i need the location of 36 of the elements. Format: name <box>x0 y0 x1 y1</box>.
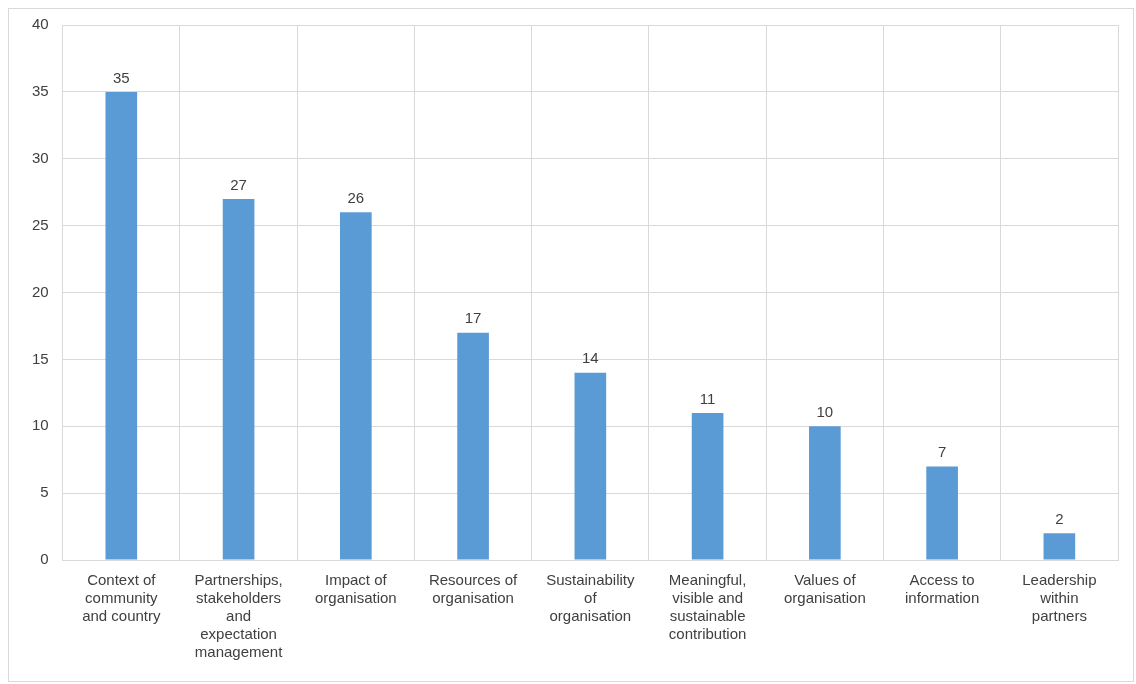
x-tick-label: Resources of organisation <box>428 571 519 607</box>
bar <box>691 412 724 560</box>
data-label: 26 <box>347 188 365 206</box>
data-label: 7 <box>937 443 947 461</box>
x-tick-label: Leadership within partners <box>1022 571 1097 625</box>
y-tick-label: 15 <box>32 349 49 367</box>
y-tick-label: 10 <box>32 416 49 434</box>
bar <box>105 91 138 560</box>
bar <box>457 332 489 560</box>
data-label: 2 <box>1055 509 1064 527</box>
data-label: 17 <box>464 309 482 327</box>
bar <box>340 212 372 560</box>
bar <box>1043 533 1076 560</box>
x-tick-label: Sustainability of organisation <box>546 571 636 625</box>
y-tick-label: 20 <box>32 282 49 300</box>
bar <box>809 426 841 560</box>
data-label: 11 <box>699 389 716 407</box>
y-tick-label: 40 <box>32 15 49 33</box>
x-tick-label: Meaningful, visible and sustainable contribution <box>668 571 747 643</box>
bar <box>574 372 607 560</box>
x-tick-label: Context of community and country <box>82 571 161 625</box>
x-tick-label: Values of organisation <box>783 571 866 607</box>
x-tick-label: Impact of organisation <box>314 571 397 607</box>
data-label: 10 <box>816 402 834 420</box>
y-tick-label: 30 <box>32 148 49 166</box>
y-tick-label: 25 <box>32 215 49 233</box>
y-tick-label: 0 <box>40 550 49 568</box>
y-tick-label: 5 <box>40 483 49 501</box>
data-label: 14 <box>582 349 599 367</box>
data-label: 27 <box>230 175 247 193</box>
x-tick-label: Access to information <box>905 571 980 607</box>
y-tick-label: 35 <box>32 82 49 100</box>
data-label: 35 <box>112 68 130 86</box>
bar <box>926 466 958 560</box>
bar <box>222 198 255 560</box>
x-tick-label: Partnerships, stakeholders and expectation management <box>194 571 284 661</box>
